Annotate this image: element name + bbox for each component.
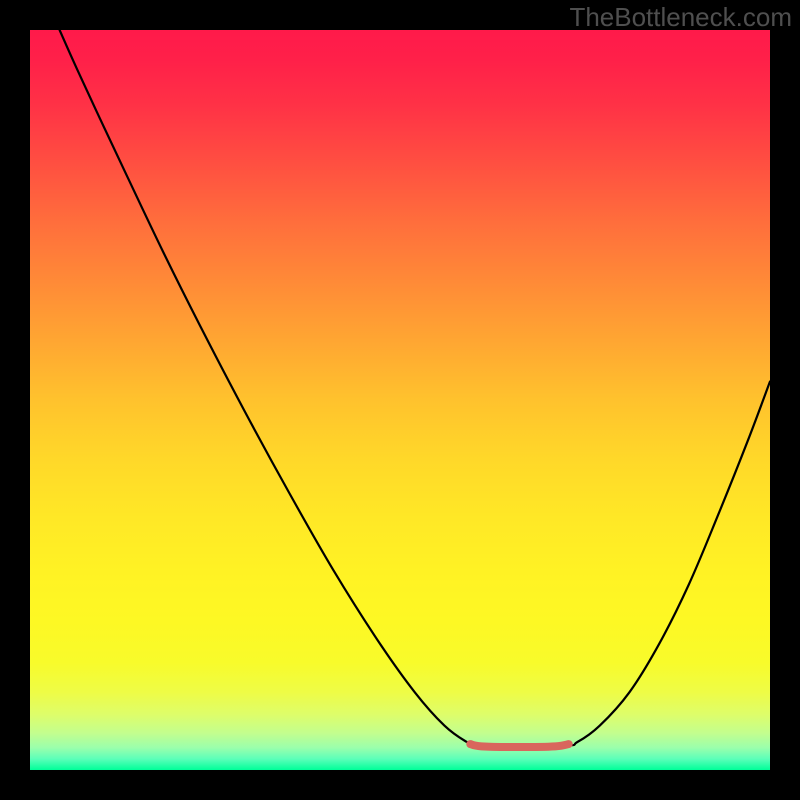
main-curve <box>60 30 770 746</box>
chart-canvas: TheBottleneck.com <box>0 0 800 800</box>
plot-area <box>30 30 770 770</box>
curve-layer <box>30 30 770 770</box>
watermark-text: TheBottleneck.com <box>569 2 792 33</box>
accent-segment <box>470 744 568 747</box>
